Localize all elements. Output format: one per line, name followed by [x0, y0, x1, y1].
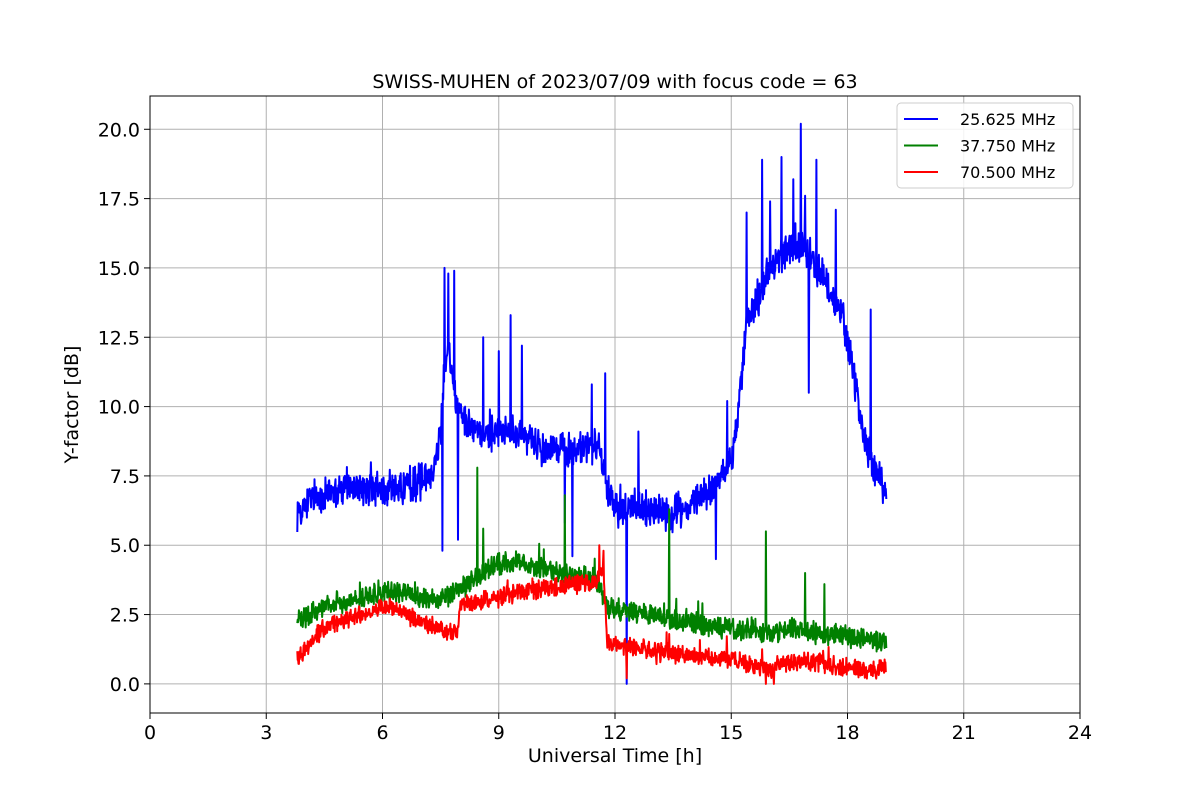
series-group: [296, 122, 888, 685]
y-tick-label: 10.0: [98, 397, 140, 419]
x-tick-label: 3: [260, 722, 272, 744]
x-tick-label: 9: [493, 722, 505, 744]
y-tick-label: 12.5: [98, 327, 140, 349]
y-axis-label: Y-factor [dB]: [61, 346, 83, 465]
y-tick-label: 0.0: [110, 674, 140, 696]
legend: 25.625 MHz 37.750 MHz 70.500 MHz: [896, 102, 1074, 189]
y-tick-label: 2.5: [110, 605, 140, 627]
legend-label: 70.500 MHz: [960, 163, 1055, 182]
x-tick-label: 24: [1068, 722, 1092, 744]
x-tick-label: 18: [835, 722, 859, 744]
series-line: [296, 544, 888, 685]
x-tick-label: 12: [603, 722, 627, 744]
series-line: [296, 122, 888, 685]
y-tick-label: 7.5: [110, 466, 140, 488]
chart-title: SWISS-MUHEN of 2023/07/09 with focus cod…: [372, 71, 857, 93]
x-tick-label: 0: [144, 722, 156, 744]
legend-label: 37.750 MHz: [960, 137, 1055, 156]
x-tick-label: 15: [719, 722, 743, 744]
y-tick-label: 15.0: [98, 258, 140, 280]
y-tick-label: 5.0: [110, 535, 140, 557]
legend-box: [896, 102, 1074, 189]
x-tick-label: 6: [376, 722, 388, 744]
ticks: 0 3 6 9 12 15 18 21 24 0.0 2.5 5.0 7.5 10.0 12.5 15.0 17…: [98, 119, 1092, 744]
x-tick-label: 21: [952, 722, 976, 744]
x-axis-label: Universal Time [h]: [528, 745, 702, 767]
y-tick-label: 20.0: [98, 119, 140, 141]
y-tick-label: 17.5: [98, 189, 140, 211]
legend-label: 25.625 MHz: [960, 110, 1055, 129]
